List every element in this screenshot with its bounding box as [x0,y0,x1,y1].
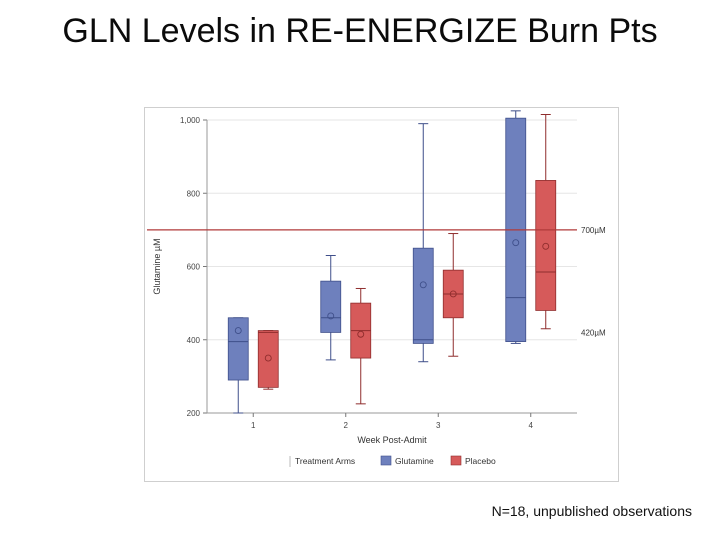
y-axis-label: Glutamine µM [152,238,162,294]
box-placebo-week-2 [350,287,372,405]
x-axis-label: Week Post-Admit [357,435,427,445]
mean-marker [512,239,520,247]
legend-swatch-placebo [450,455,462,466]
box-layer [227,110,557,414]
box-glutamine-week-4 [505,110,527,344]
box-glutamine-week-3 [412,123,434,363]
footnote: N=18, unpublished observations [491,503,692,519]
mean-marker [357,330,365,338]
box-iqr [257,330,279,388]
box-glutamine-week-1 [227,317,249,414]
x-tick-label: 3 [436,421,441,430]
mean-marker [419,281,427,289]
box-glutamine-week-2 [320,255,342,361]
axis-layer: 200 400 600 800 1,000 1 2 3 4 Week Post-Admit Glut… [152,116,577,445]
legend-title: Treatment Arms [295,456,355,466]
mean-marker [264,354,272,362]
mean-marker [449,290,457,298]
box-iqr [412,247,434,344]
box-iqr [320,280,342,333]
box-plot-chart: 200 400 600 800 1,000 1 2 3 4 Week Post-Admit Glut… [147,110,606,467]
reference-lines: 700µM 420µM [147,226,606,337]
slide-title: GLN Levels in RE-ENERGIZE Burn Pts [62,12,658,50]
reference-line-label: 700µM [581,226,606,235]
y-tick-label: 800 [187,189,201,198]
legend-label-placebo: Placebo [465,456,496,466]
mean-marker [327,312,335,320]
reference-line-label: 420µM [581,328,606,337]
x-tick-label: 2 [344,421,349,430]
box-iqr [227,317,249,381]
box-placebo-week-1 [257,330,279,390]
box-placebo-week-4 [535,114,557,330]
chart-frame: 200 400 600 800 1,000 1 2 3 4 Week Post-Admit Glut… [144,107,619,482]
mean-marker [234,327,242,335]
x-tick-label: 1 [251,421,256,430]
legend-swatch-glutamine [380,455,392,466]
mean-marker [542,242,550,250]
box-iqr [535,180,557,311]
y-tick-label: 600 [187,263,201,272]
legend-label-glutamine: Glutamine [395,456,434,466]
y-tick-label: 400 [187,336,201,345]
y-tick-label: 200 [187,409,201,418]
box-placebo-week-3 [442,233,464,357]
y-tick-label: 1,000 [180,116,201,125]
legend: Treatment Arms Glutamine Placebo [289,455,496,467]
x-tick-label: 4 [529,421,534,430]
